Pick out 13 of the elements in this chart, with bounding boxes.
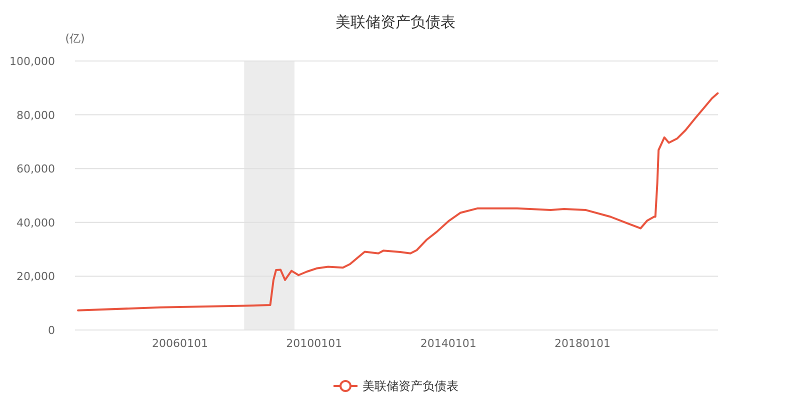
legend-label: 美联储资产负债表 (362, 379, 458, 393)
y-axis-title: (亿) (65, 32, 85, 45)
x-tick-label: 20100101 (286, 337, 342, 350)
x-tick-label: 20140101 (420, 337, 476, 350)
chart-title: 美联储资产负债表 (336, 13, 456, 31)
x-tick-label: 20060101 (152, 337, 208, 350)
y-tick-label: 80,000 (16, 108, 55, 122)
y-tick-label: 100,000 (10, 55, 55, 68)
y-tick-label: 0 (48, 324, 55, 337)
x-tick-label: 20180101 (554, 337, 611, 350)
y-tick-label: 60,000 (16, 162, 55, 176)
y-tick-label: 40,000 (16, 216, 55, 230)
y-tick-label: 20,000 (16, 270, 55, 284)
